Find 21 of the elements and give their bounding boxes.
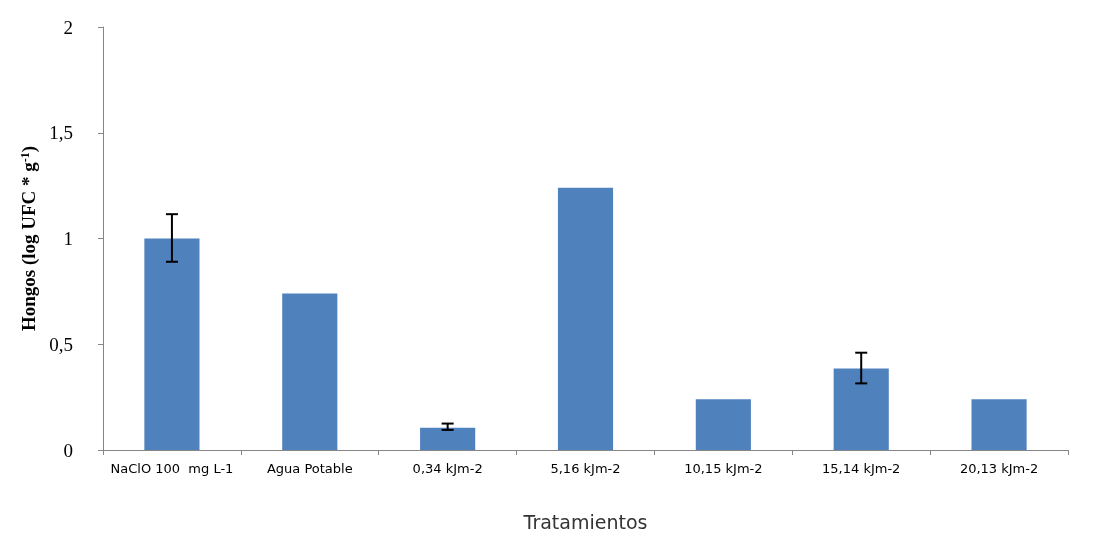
x-tick-label: 20,13 kJm-2 (959, 461, 1039, 476)
bar (833, 368, 889, 450)
x-tick-label: 5,16 kJm-2 (550, 461, 621, 476)
x-tick-label: 10,15 kJm-2 (684, 461, 763, 476)
y-tick-label: 2 (63, 16, 73, 38)
x-tick-label: NaClO 100 mg L-1 (110, 461, 234, 476)
y-axis-title: Hongos (log UFC * g-1) (18, 145, 40, 332)
bar (144, 238, 200, 450)
x-tick-label: 0,34 kJm-2 (412, 461, 483, 476)
bar (695, 399, 751, 450)
bar (971, 399, 1027, 450)
bar (282, 293, 338, 450)
y-tick-label: 1,5 (49, 122, 73, 144)
y-tick-label: 0,5 (49, 333, 73, 355)
bar (420, 427, 476, 450)
y-tick-label: 0 (63, 439, 73, 461)
x-axis-title: Tratamientos (522, 510, 648, 533)
y-tick-label: 1 (63, 228, 73, 249)
bar (557, 187, 614, 450)
x-tick-label: 15,14 kJm-2 (822, 461, 901, 476)
x-tick-label: Agua Potable (266, 461, 353, 476)
